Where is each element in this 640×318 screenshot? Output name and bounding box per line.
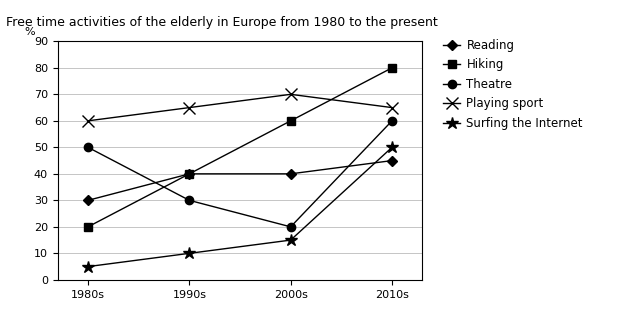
Reading xyxy=(84,198,92,202)
Playing sport xyxy=(388,106,396,109)
Reading xyxy=(186,172,193,176)
Theatre xyxy=(388,119,396,123)
Hiking xyxy=(287,119,294,123)
Legend: Reading, Hiking, Theatre, Playing sport, Surfing the Internet: Reading, Hiking, Theatre, Playing sport,… xyxy=(439,35,586,133)
Surfing the Internet xyxy=(186,252,193,255)
Theatre xyxy=(287,225,294,229)
Hiking xyxy=(84,225,92,229)
Line: Surfing the Internet: Surfing the Internet xyxy=(82,141,398,273)
Playing sport xyxy=(186,106,193,109)
Surfing the Internet xyxy=(84,265,92,268)
Hiking xyxy=(388,66,396,70)
Reading xyxy=(287,172,294,176)
Line: Theatre: Theatre xyxy=(84,117,396,231)
Line: Reading: Reading xyxy=(84,157,396,204)
Playing sport xyxy=(84,119,92,123)
Theatre xyxy=(84,145,92,149)
Surfing the Internet xyxy=(287,238,294,242)
Theatre xyxy=(186,198,193,202)
Playing sport xyxy=(287,93,294,96)
Line: Hiking: Hiking xyxy=(84,64,396,231)
Text: Free time activities of the elderly in Europe from 1980 to the present: Free time activities of the elderly in E… xyxy=(6,16,438,29)
Surfing the Internet xyxy=(388,145,396,149)
Text: %: % xyxy=(25,27,35,37)
Line: Playing sport: Playing sport xyxy=(83,89,397,126)
Reading xyxy=(388,159,396,162)
Hiking xyxy=(186,172,193,176)
